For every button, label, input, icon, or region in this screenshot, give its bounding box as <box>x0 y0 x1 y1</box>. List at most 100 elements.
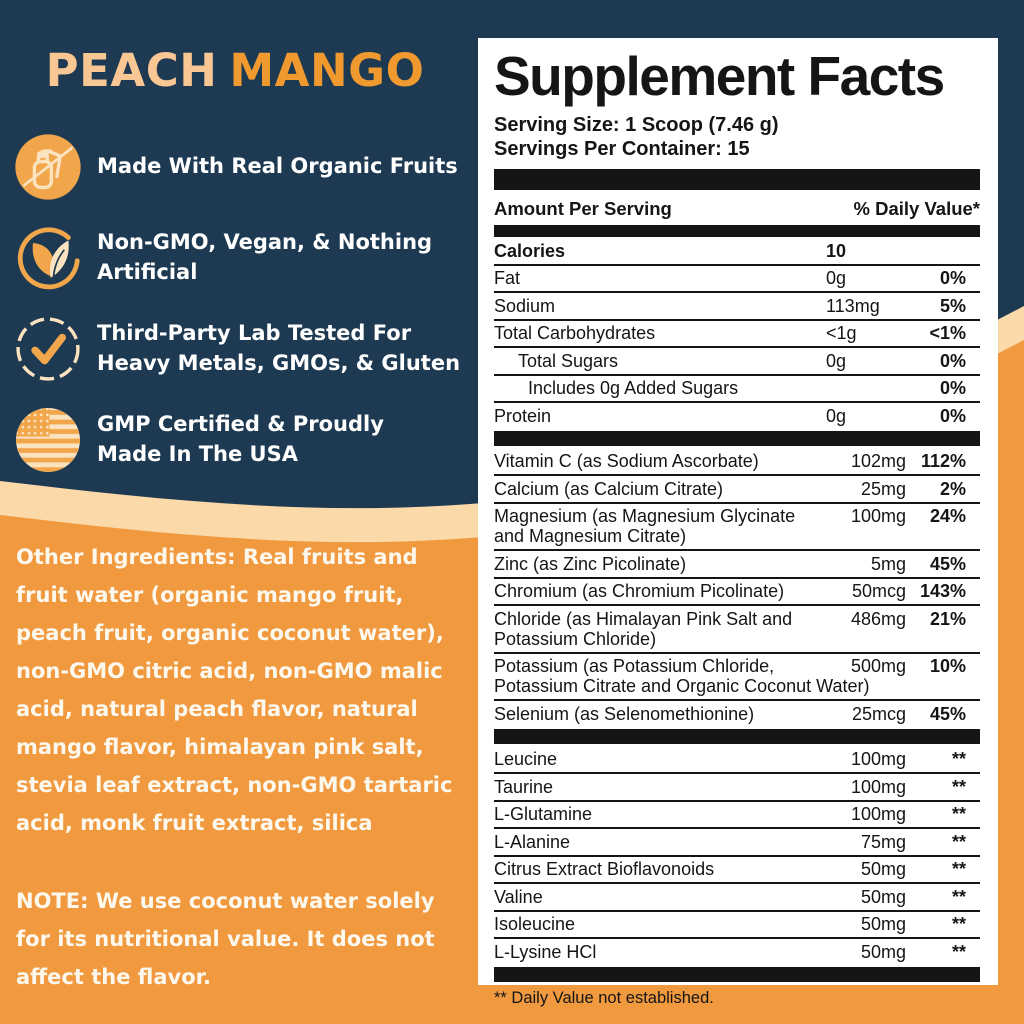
nutrient-row: Chromium (as Chromium Picolinate) 50mcg 14… <box>494 579 980 607</box>
nutrient-name: Protein <box>494 405 552 426</box>
nutrient-amount: 100mg <box>850 776 906 797</box>
nutrient-amount: 10 <box>826 240 847 261</box>
nutrient-daily-value: 24% <box>929 506 966 527</box>
nutrient-amount: 50mg <box>860 914 906 935</box>
nutrient-row: L-Glutamine 100mg ** <box>494 802 980 830</box>
nutrient-daily-value: 0% <box>939 378 966 399</box>
nutrient-daily-value: 2% <box>939 478 966 499</box>
note-text: NOTE: We use coconut water solely for it… <box>16 889 435 989</box>
nutrient-name: Calcium (as Calcium Citrate) <box>494 478 724 499</box>
bullet-text: GMP Certified & Proudly Made In The USA <box>97 412 384 466</box>
nutrient-daily-value: ** <box>951 831 966 852</box>
daily-value-header: % Daily Value* <box>853 198 980 220</box>
nutrient-daily-value: <1% <box>929 323 966 344</box>
nutrient-daily-value: ** <box>951 776 966 797</box>
nutrient-amount: 486mg <box>850 608 906 629</box>
leaves-icon <box>17 227 80 290</box>
nutrient-daily-value: 112% <box>920 451 966 472</box>
flavor-title-peach: PEACH <box>45 44 218 97</box>
nutrient-name: L-Glutamine <box>494 804 593 825</box>
nutrient-row: Vitamin C (as Sodium Ascorbate) 102mg 112% <box>494 449 980 477</box>
nutrient-name: Calories <box>494 240 566 261</box>
bullet-non-gmo: Non-GMO, Vegan, & Nothing Artificial <box>14 224 464 292</box>
feature-bullets: Made With Real Organic Fruits Non-GMO, V… <box>14 133 464 474</box>
usa-flag-icon <box>16 408 80 472</box>
nutrient-daily-value: 21% <box>929 608 966 629</box>
nutrient-amount: 100mg <box>850 749 906 770</box>
nutrient-row: Calories 10 <box>494 238 980 266</box>
nutrient-daily-value <box>910 241 980 262</box>
nutrient-name: Zinc (as Zinc Picolinate) <box>494 553 687 574</box>
nutrient-name-line2: and Magnesium Citrate) <box>494 526 687 547</box>
nutrient-amount: 75mg <box>860 831 906 852</box>
bullet-gmp-usa: GMP Certified & Proudly Made In The USA <box>14 406 464 474</box>
nutrient-amount: 500mg <box>850 656 906 677</box>
nutrient-name: L-Alanine <box>494 831 571 852</box>
nutrient-daily-value: ** <box>951 914 966 935</box>
bullet-lab-tested: Third-Party Lab Tested For Heavy Metals,… <box>14 315 464 383</box>
nutrient-row: Total Carbohydrates <1g <1% <box>494 321 980 349</box>
bullet-text: Made With Real Organic Fruits <box>97 154 458 179</box>
table-header: Amount Per Serving % Daily Value* <box>494 195 980 225</box>
amount-per-serving-header: Amount Per Serving <box>494 198 672 220</box>
nutrient-name: Chromium (as Chromium Picolinate) <box>494 581 785 602</box>
nutrient-name: Taurine <box>494 776 554 797</box>
nutrient-name-line2: Potassium Chloride) <box>494 628 657 649</box>
nutrient-row: Includes 0g Added Sugars 0% <box>494 376 980 404</box>
nutrient-row: Fat 0g 0% <box>494 266 980 294</box>
nutrient-row: Zinc (as Zinc Picolinate) 5mg 45% <box>494 551 980 579</box>
bullet-text: Third-Party Lab Tested For Heavy Metals,… <box>97 321 461 375</box>
nutrient-row: Total Sugars 0g 0% <box>494 348 980 376</box>
no-spray-bottle-icon <box>15 134 81 200</box>
nutrient-name: Total Carbohydrates <box>494 323 656 344</box>
divider-bar <box>494 225 980 238</box>
nutrient-daily-value: 0% <box>939 268 966 289</box>
nutrition-rows-vitamins: Vitamin C (as Sodium Ascorbate) 102mg 112%… <box>494 449 980 727</box>
nutrient-amount: <1g <box>826 323 857 344</box>
nutrient-name: Citrus Extract Bioflavonoids <box>494 859 715 880</box>
nutrient-daily-value: ** <box>951 886 966 907</box>
nutrient-row: Protein 0g 0% <box>494 403 980 429</box>
nutrient-daily-value: ** <box>951 804 966 825</box>
nutrient-amount: 25mcg <box>851 703 906 724</box>
nutrient-amount: 100mg <box>850 804 906 825</box>
nutrient-amount: 50mg <box>860 886 906 907</box>
nutrient-row: Taurine 100mg ** <box>494 774 980 802</box>
nutrient-name: Valine <box>494 886 543 907</box>
servings-per-container: Servings Per Container: 15 <box>494 138 750 161</box>
nutrient-amount: 100mg <box>850 506 906 527</box>
nutrient-amount: 0g <box>826 350 847 371</box>
other-ingredients-text: Other Ingredients: Real fruits and fruit… <box>16 545 453 835</box>
ingredients-section: Other Ingredients: Real fruits and fruit… <box>16 538 468 996</box>
nutrient-amount: 0g <box>826 268 847 289</box>
nutrient-row: Magnesium (as Magnesium Glycinate 100mg 24… <box>494 504 980 552</box>
nutrient-daily-value: 143% <box>919 581 966 602</box>
divider-bar <box>494 430 980 446</box>
nutrient-amount: 113mg <box>826 295 880 316</box>
nutrient-name: Magnesium (as Magnesium Glycinate <box>494 506 796 527</box>
nutrient-name: Selenium (as Selenomethionine) <box>494 703 755 724</box>
nutrient-name: Vitamin C (as Sodium Ascorbate) <box>494 451 759 472</box>
nutrient-row: Selenium (as Selenomethionine) 25mcg 45% <box>494 701 980 727</box>
nutrient-daily-value: 45% <box>929 553 966 574</box>
nutrient-daily-value: ** <box>951 859 966 880</box>
nutrient-row: Sodium 113mg 5% <box>494 293 980 321</box>
serving-size: Serving Size: 1 Scoop (7.46 g) <box>494 114 779 137</box>
nutrient-daily-value: 10% <box>929 656 966 677</box>
nutrient-daily-value: ** <box>951 749 966 770</box>
nutrient-amount <box>826 378 910 399</box>
nutrient-row: Potassium (as Potassium Chloride, 500mg 10… <box>494 654 980 702</box>
nutrient-amount: 102mg <box>850 451 906 472</box>
daily-value-footnote: ** Daily Value not established. <box>494 988 714 1007</box>
nutrient-row: Isoleucine 50mg ** <box>494 912 980 940</box>
nutrient-daily-value: 45% <box>929 703 966 724</box>
nutrient-daily-value: 5% <box>939 295 966 316</box>
nutrient-daily-value: 0% <box>939 350 966 371</box>
nutrient-daily-value: ** <box>951 941 966 962</box>
nutrient-row: L-Lysine HCl 50mg ** <box>494 939 980 965</box>
nutrient-row: Valine 50mg ** <box>494 884 980 912</box>
nutrient-name: Chloride (as Himalayan Pink Salt and <box>494 608 793 629</box>
nutrient-name: Leucine <box>494 749 558 770</box>
nutrient-amount: 0g <box>826 405 847 426</box>
